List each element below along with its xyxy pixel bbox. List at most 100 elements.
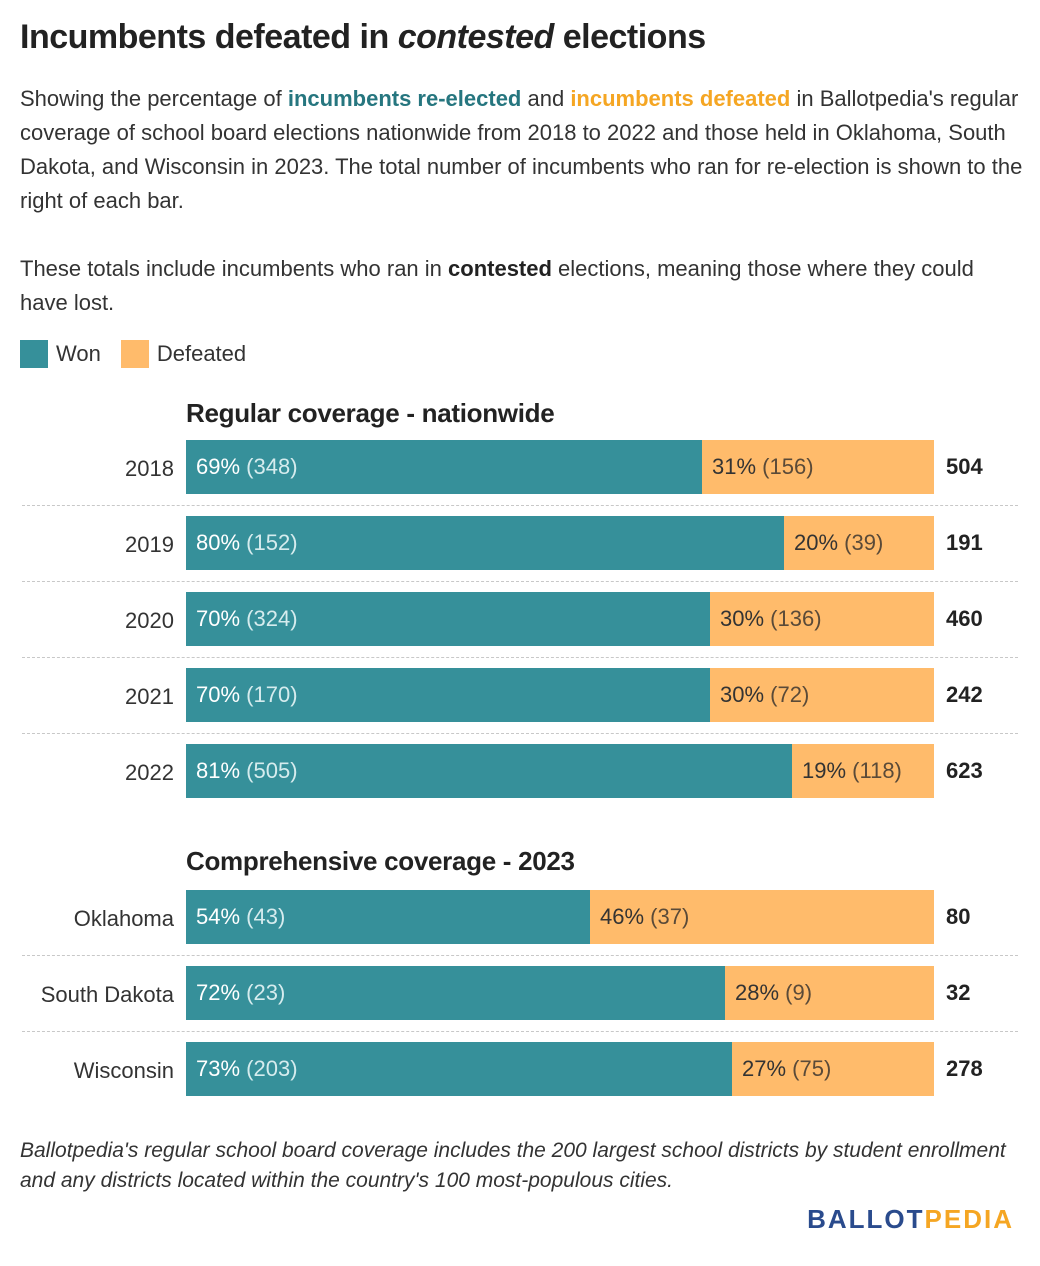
desc-text: and <box>521 86 571 111</box>
bar-segment-defeated: 28% (9) <box>725 966 934 1020</box>
percent-label: 46% <box>600 904 651 929</box>
desc-text: elections, meaning those where they coul… <box>20 256 974 315</box>
percent-label: 31% <box>712 454 763 479</box>
legend-item-defeated: Defeated <box>120 340 246 368</box>
stacked-bar: 69% (348) 31% (156) <box>186 440 934 494</box>
logo-part-2: PEDIA <box>924 1204 1014 1234</box>
count-label: (43) <box>246 904 286 929</box>
total-label: 460 <box>946 606 983 631</box>
stacked-bar: 72% (23) 28% (9) <box>186 966 934 1020</box>
data-label-defeated: 20% (39) <box>794 516 883 570</box>
bar-row: 2020 70% (324) 30% (136) 460 <box>0 592 1040 646</box>
total-label: 504 <box>946 454 983 479</box>
data-label-defeated: 28% (9) <box>735 966 812 1020</box>
bar-segment-won: 80% (152) <box>186 516 784 570</box>
count-label: (37) <box>650 904 690 929</box>
bar-segment-won: 81% (505) <box>186 744 792 798</box>
percent-label: 20% <box>794 530 845 555</box>
desc-highlight-won: incumbents re-elected <box>287 86 522 111</box>
title-emphasis: contested <box>397 18 555 56</box>
data-label-defeated: 19% (118) <box>802 744 902 798</box>
legend-swatch-defeated <box>120 340 149 368</box>
title-part-2: elections <box>553 18 706 56</box>
section-title: Comprehensive coverage - 2023 <box>186 846 575 876</box>
bar-segment-won: 70% (324) <box>186 592 710 646</box>
data-label-won: 80% (152) <box>196 516 298 570</box>
stacked-bar: 70% (324) 30% (136) <box>186 592 934 646</box>
percent-label: 81% <box>196 758 247 783</box>
category-label: 2020 <box>125 608 174 633</box>
total-label: 242 <box>946 682 983 707</box>
description-paragraph-1: Showing the percentage of incumbents re-… <box>20 82 1025 218</box>
category-label: 2019 <box>125 532 174 557</box>
ballotpedia-logo: BALLOTPEDIA <box>807 1204 1014 1235</box>
legend-label-won: Won <box>56 341 101 366</box>
count-label: (23) <box>246 980 286 1005</box>
data-label-defeated: 31% (156) <box>712 440 814 494</box>
count-label: (505) <box>246 758 298 783</box>
description-paragraph-2: These totals include incumbents who ran … <box>20 252 1025 320</box>
bar-segment-defeated: 46% (37) <box>590 890 934 944</box>
total-label: 623 <box>946 758 983 783</box>
total-label: 278 <box>946 1056 983 1081</box>
count-label: (9) <box>785 980 813 1005</box>
desc-highlight-defeated: incumbents defeated <box>570 86 791 111</box>
legend-swatch-won <box>20 340 48 368</box>
stacked-bar: 81% (505) 19% (118) <box>186 744 934 798</box>
bar-segment-won: 69% (348) <box>186 440 702 494</box>
bar-row: 2018 69% (348) 31% (156) 504 <box>0 440 1040 494</box>
bar-segment-won: 54% (43) <box>186 890 590 944</box>
stacked-bar: 80% (152) 20% (39) <box>186 516 934 570</box>
data-label-won: 54% (43) <box>196 890 285 944</box>
count-label: (156) <box>762 454 814 479</box>
category-label: 2021 <box>125 684 174 709</box>
percent-label: 69% <box>196 454 247 479</box>
percent-label: 80% <box>196 530 247 555</box>
percent-label: 30% <box>720 606 771 631</box>
bar-segment-defeated: 30% (136) <box>710 592 934 646</box>
count-label: (170) <box>246 682 298 707</box>
bar-segment-defeated: 19% (118) <box>792 744 934 798</box>
desc-text: Showing the percentage of <box>20 86 288 111</box>
section-title: Regular coverage - nationwide <box>186 398 555 428</box>
bar-segment-defeated: 30% (72) <box>710 668 934 722</box>
bar-row: Oklahoma 54% (43) 46% (37) 80 <box>0 890 1040 944</box>
stacked-bar: 73% (203) 27% (75) <box>186 1042 934 1096</box>
category-label: Oklahoma <box>73 906 174 931</box>
category-label: 2018 <box>125 456 174 481</box>
bar-segment-won: 70% (170) <box>186 668 710 722</box>
count-label: (152) <box>246 530 298 555</box>
data-label-defeated: 46% (37) <box>600 890 689 944</box>
bar-segment-won: 72% (23) <box>186 966 725 1020</box>
row-divider <box>22 1031 1018 1032</box>
total-label: 80 <box>946 904 971 929</box>
data-label-defeated: 30% (136) <box>720 592 822 646</box>
count-label: (203) <box>246 1056 298 1081</box>
data-label-won: 70% (324) <box>196 592 298 646</box>
legend-item-won: Won <box>20 340 101 368</box>
percent-label: 72% <box>196 980 247 1005</box>
bar-segment-won: 73% (203) <box>186 1042 732 1096</box>
percent-label: 30% <box>720 682 771 707</box>
count-label: (324) <box>246 606 298 631</box>
row-divider <box>22 733 1018 734</box>
percent-label: 19% <box>802 758 853 783</box>
category-label: Wisconsin <box>73 1058 174 1083</box>
data-label-defeated: 27% (75) <box>742 1042 831 1096</box>
count-label: (348) <box>246 454 298 479</box>
logo-part-1: BALLOT <box>807 1204 925 1234</box>
bar-row: Wisconsin 73% (203) 27% (75) 278 <box>0 1042 1040 1096</box>
chart-title: Incumbents defeated in contested electio… <box>20 18 706 57</box>
bar-segment-defeated: 20% (39) <box>784 516 934 570</box>
row-divider <box>22 581 1018 582</box>
title-part-1: Incumbents defeated in <box>20 18 398 56</box>
percent-label: 73% <box>196 1056 247 1081</box>
bar-segment-defeated: 31% (156) <box>702 440 934 494</box>
data-label-won: 72% (23) <box>196 966 285 1020</box>
total-label: 32 <box>946 980 971 1005</box>
data-label-won: 73% (203) <box>196 1042 298 1096</box>
desc-bold: contested <box>448 256 552 281</box>
row-divider <box>22 955 1018 956</box>
bar-row: 2019 80% (152) 20% (39) 191 <box>0 516 1040 570</box>
total-label: 191 <box>946 530 983 555</box>
